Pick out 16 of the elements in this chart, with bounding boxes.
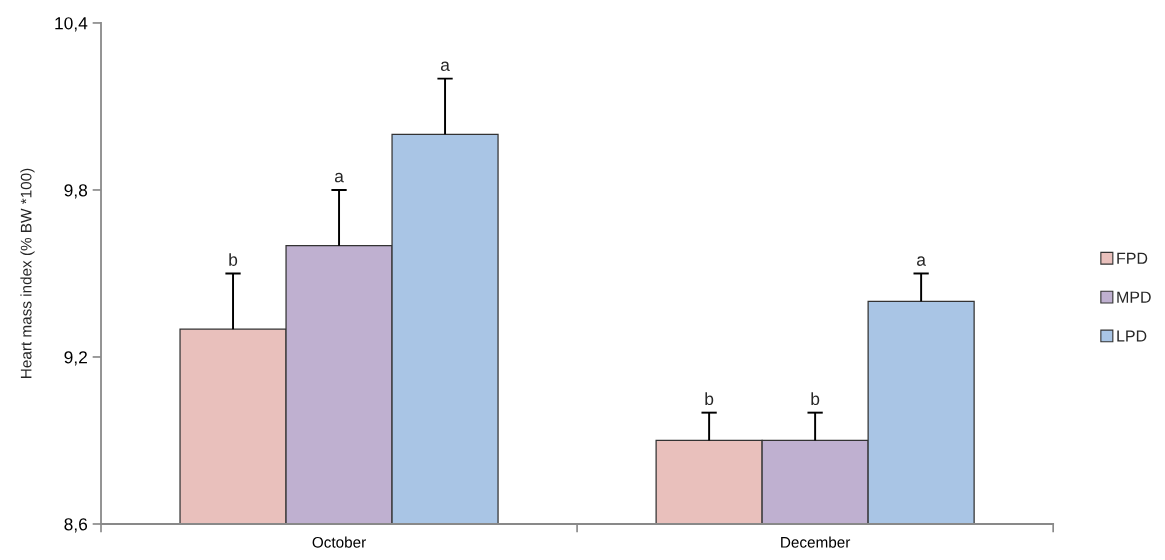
annotation: a: [334, 172, 344, 183]
annotation: b: [811, 392, 820, 406]
legend-label: LPD: [1117, 330, 1147, 342]
y-tick-label: 10,4: [55, 17, 88, 32]
x-tick-label: October: [312, 536, 366, 548]
y-tick-label: 9,2: [64, 351, 87, 366]
annotation: a: [440, 61, 450, 72]
annotation: b: [705, 392, 714, 406]
annotation: a: [917, 256, 926, 266]
x-tick-label: December: [781, 536, 851, 548]
annotation: b: [229, 253, 238, 266]
legend-label: MPD: [1117, 291, 1151, 303]
legend-label: FPD: [1117, 252, 1148, 264]
y-tick-label: 9,8: [64, 184, 88, 199]
y-tick-label: 8,6: [64, 518, 88, 533]
y-axis-title: Heart mass index (% BW *100): [20, 168, 35, 378]
